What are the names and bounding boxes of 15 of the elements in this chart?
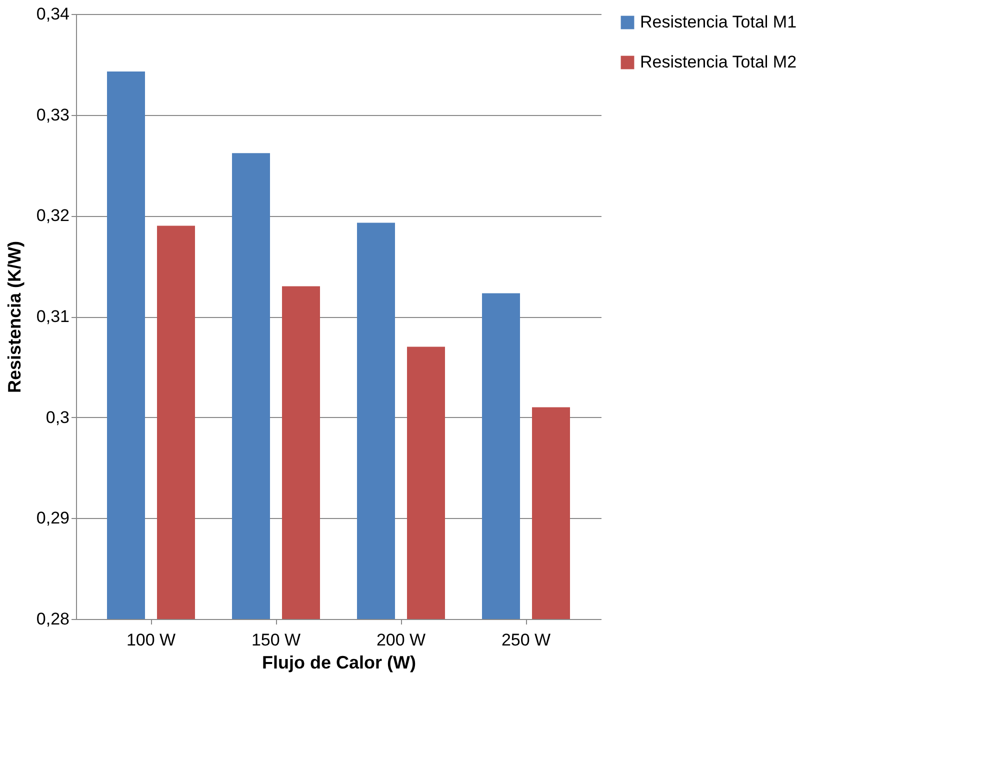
y-tick-label: 0,31 (36, 307, 70, 326)
legend-label: Resistencia Total M1 (640, 12, 797, 32)
x-tick-label: 200 W (376, 630, 426, 650)
y-tick-label: 0,34 (36, 4, 70, 24)
x-axis-title: Flujo de Calor (W) (262, 652, 416, 672)
x-tick-label: 150 W (251, 630, 301, 650)
y-tick-label: 0,33 (36, 105, 70, 124)
y-axis-title: Resistencia (K/W) (4, 240, 24, 394)
x-tick-label: 250 W (501, 630, 551, 650)
y-tick-label: 0,29 (36, 508, 70, 528)
y-tick-label: 0,32 (36, 206, 70, 226)
y-tick-label: 0,3 (46, 408, 70, 427)
y-tick-label: 0,28 (36, 610, 70, 628)
x-tick-label: 100 W (126, 630, 176, 650)
legend-label: Resistencia Total M2 (640, 52, 797, 72)
